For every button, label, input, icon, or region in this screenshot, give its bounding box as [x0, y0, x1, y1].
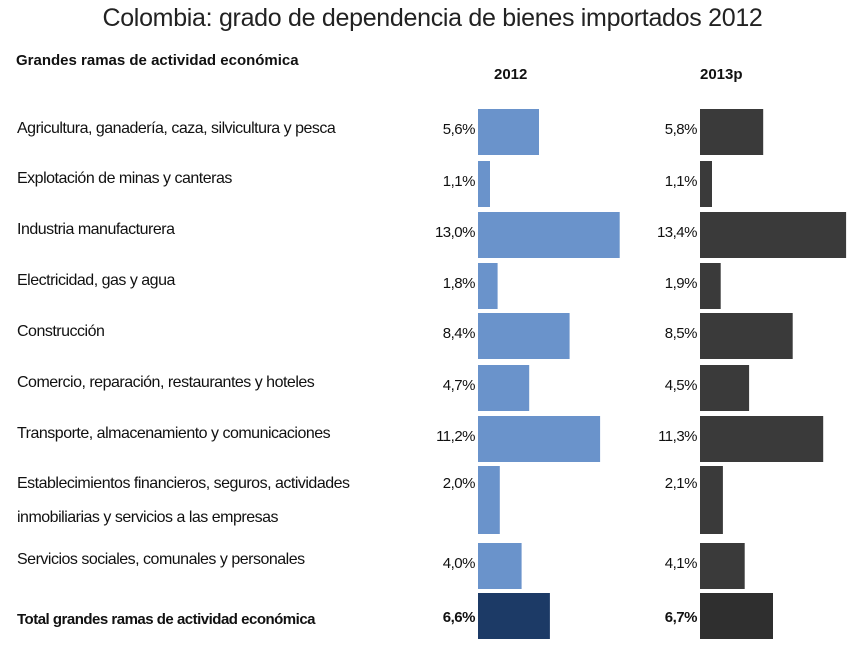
value-label: 5,8%	[664, 121, 698, 138]
value-label: 4,1%	[664, 555, 698, 572]
bar-2012	[478, 365, 530, 411]
category-label: Comercio, reparación, restaurantes y hot…	[17, 374, 315, 391]
value-label: 11,2%	[436, 428, 475, 445]
bar-2013p	[700, 263, 721, 309]
bar-2012	[478, 416, 601, 462]
category-label: Agricultura, ganadería, caza, silvicultu…	[17, 120, 336, 137]
value-label: 8,4%	[442, 325, 476, 342]
bar-2013p	[700, 593, 773, 639]
value-label: 1,1%	[442, 173, 476, 190]
bar-2013p	[700, 466, 723, 534]
bar-2012	[478, 313, 570, 359]
category-label: Construcción	[17, 323, 105, 340]
bar-2012	[478, 161, 490, 207]
value-label: 11,3%	[658, 428, 697, 445]
bar-2013p	[700, 161, 712, 207]
bar-2013p	[700, 313, 793, 359]
chart-title: Colombia: grado de dependencia de bienes…	[102, 4, 763, 32]
value-label: 8,5%	[664, 325, 698, 342]
value-label: 2,0%	[442, 475, 476, 492]
category-label: Electricidad, gas y agua	[17, 272, 175, 289]
bar-2012	[478, 212, 620, 258]
value-label: 2,1%	[664, 475, 698, 492]
category-label: Establecimientos financieros, seguros, a…	[17, 475, 350, 492]
value-label: 1,1%	[664, 173, 698, 190]
bar-2013p	[700, 212, 847, 258]
bar-2013p	[700, 416, 824, 462]
category-label: Servicios sociales, comunales y personal…	[17, 551, 305, 568]
category-label: inmobiliarias y servicios a las empresas	[17, 509, 278, 526]
series-header-2012: 2012	[494, 66, 528, 83]
row-header: Grandes ramas de actividad económica	[16, 52, 299, 69]
value-label: 4,5%	[664, 377, 698, 394]
value-label: 6,6%	[442, 609, 476, 626]
bar-2013p	[700, 109, 764, 155]
value-label: 4,7%	[442, 377, 476, 394]
bar-2013p	[700, 543, 745, 589]
bar-2012	[478, 543, 522, 589]
category-label: Explotación de minas y canteras	[17, 170, 232, 187]
value-label: 13,0%	[434, 224, 476, 241]
bar-2012	[478, 263, 498, 309]
value-label: 4,0%	[442, 555, 476, 572]
bar-2012	[478, 466, 500, 534]
value-label: 13,4%	[656, 224, 698, 241]
category-label: Transporte, almacenamiento y comunicacio…	[17, 425, 331, 442]
bar-2012	[478, 109, 539, 155]
value-label: 1,8%	[442, 275, 476, 292]
value-label: 1,9%	[664, 275, 698, 292]
category-label: Industria manufacturera	[17, 221, 175, 238]
bar-2012	[478, 593, 550, 639]
series-header-2013p: 2013p	[700, 66, 743, 83]
category-label: Total grandes ramas de actividad económi…	[17, 611, 316, 628]
value-label: 6,7%	[664, 609, 698, 626]
value-label: 5,6%	[442, 121, 476, 138]
bar-2013p	[700, 365, 750, 411]
